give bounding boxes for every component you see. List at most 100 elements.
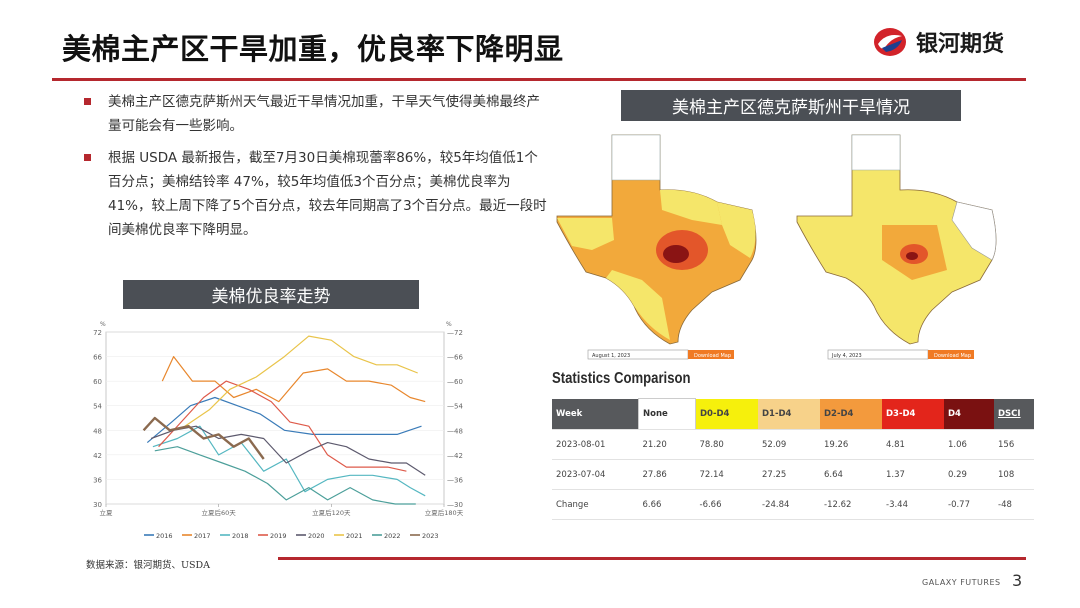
x-tick-label: 立夏后180天 bbox=[425, 508, 464, 517]
cell: 27.25 bbox=[758, 459, 820, 490]
bullet-square-icon bbox=[84, 98, 91, 105]
y-tick-label-right: —36 bbox=[447, 476, 463, 484]
brand-name: 银河期货 bbox=[916, 32, 1005, 57]
stats-table: Week None D0-D4 D1-D4 D2-D4 D3-D4 D4 DSC… bbox=[552, 398, 1034, 520]
bullet-square-icon bbox=[84, 154, 91, 161]
y-tick-label-right: —48 bbox=[447, 427, 463, 435]
bullet-text: 根据 USDA 最新报告，截至7月30日美棉现蕾率86%，较5年均值低1个百分点… bbox=[108, 150, 547, 238]
y-axis-label-right: % bbox=[446, 321, 452, 328]
x-tick-label: 立夏后60天 bbox=[202, 508, 237, 517]
legend-entry: 2020 bbox=[308, 532, 325, 540]
table-row: Change 6.66 -6.66 -24.84 -12.62 -3.44 -0… bbox=[552, 489, 1034, 520]
col-d4: D4 bbox=[944, 398, 994, 430]
legend-entry: 2017 bbox=[194, 532, 211, 540]
line-chart-svg: 30 —30 36 —36 42 —42 48 —48 54 —54 60 —60 66 —66 72 —72… bbox=[93, 321, 464, 540]
cell: -0.77 bbox=[944, 489, 994, 520]
cell: 2023-08-01 bbox=[552, 429, 639, 460]
x-tick-label: 立夏 bbox=[100, 508, 114, 517]
legend-entry: 2023 bbox=[422, 532, 439, 540]
series-line-2021 bbox=[184, 335, 418, 427]
col-d2-d4: D2-D4 bbox=[820, 398, 882, 430]
col-d0-d4: D0-D4 bbox=[695, 398, 758, 430]
cell: 21.20 bbox=[638, 429, 696, 460]
y-tick-label-right: —54 bbox=[447, 403, 463, 411]
col-d3-d4: D3-D4 bbox=[882, 398, 944, 430]
y-tick-label-right: —42 bbox=[447, 452, 463, 460]
series-line-2022 bbox=[154, 446, 416, 505]
col-week: Week bbox=[552, 398, 639, 430]
y-tick-label-right: —66 bbox=[447, 354, 463, 362]
map-header: 美棉主产区德克萨斯州干旱情况 bbox=[621, 90, 961, 121]
map-date-aug[interactable]: August 1, 2023 bbox=[592, 353, 630, 359]
series-line-2020 bbox=[150, 425, 426, 476]
cell: 78.80 bbox=[695, 429, 758, 460]
y-tick-label-left: 66 bbox=[93, 354, 102, 362]
legend-entry: 2018 bbox=[232, 532, 249, 540]
page-title: 美棉主产区干旱加重，优良率下降明显 bbox=[62, 32, 564, 66]
cell: -12.62 bbox=[820, 489, 882, 520]
series-line-2018 bbox=[152, 425, 426, 497]
table-header-row: Week None D0-D4 D1-D4 D2-D4 D3-D4 D4 DSC… bbox=[552, 398, 1034, 430]
series-line-2023 bbox=[142, 416, 265, 460]
col-d1-d4: D1-D4 bbox=[758, 398, 820, 430]
y-tick-label-left: 36 bbox=[93, 476, 102, 484]
cell: 156 bbox=[994, 429, 1034, 460]
table-row: 2023-08-01 21.20 78.80 52.09 19.26 4.81 … bbox=[552, 429, 1034, 460]
cell: Change bbox=[552, 489, 639, 520]
title-divider bbox=[52, 78, 1026, 81]
y-tick-label-right: —30 bbox=[447, 501, 463, 509]
cell: 52.09 bbox=[758, 429, 820, 460]
series-line-2019 bbox=[158, 380, 407, 472]
download-map-button-aug[interactable]: Download Map bbox=[694, 353, 731, 359]
map-date-jul[interactable]: July 4, 2023 bbox=[831, 353, 862, 359]
cell: 27.86 bbox=[638, 459, 696, 490]
cell: 6.66 bbox=[638, 489, 696, 520]
x-tick-label: 立夏后120天 bbox=[312, 508, 351, 517]
page-number: 3 bbox=[1012, 571, 1023, 590]
cell: 2023-07-04 bbox=[552, 459, 639, 490]
stats-title: Statistics Comparison bbox=[552, 370, 691, 387]
legend-entry: 2016 bbox=[156, 532, 173, 540]
chart-header: 美棉优良率走势 bbox=[123, 280, 419, 309]
cell: 4.81 bbox=[882, 429, 944, 460]
y-tick-label-left: 54 bbox=[93, 403, 102, 411]
col-none: None bbox=[638, 398, 696, 430]
download-map-button-jul[interactable]: Download Map bbox=[934, 353, 971, 359]
texas-map-aug bbox=[556, 134, 757, 345]
y-tick-label-left: 30 bbox=[93, 501, 102, 509]
cell: 108 bbox=[994, 459, 1034, 490]
company-logo: 银河期货 bbox=[872, 26, 1004, 58]
legend-entry: 2021 bbox=[346, 532, 363, 540]
bullet-list: 美棉主产区德克萨斯州天气最近干旱情况加重，干旱天气使得美棉最终产量可能会有一些影… bbox=[80, 90, 548, 250]
col-dsci[interactable]: DSCI bbox=[994, 398, 1034, 430]
footer-divider bbox=[278, 557, 1026, 560]
y-axis-label-left: % bbox=[100, 321, 106, 328]
table-row: 2023-07-04 27.86 72.14 27.25 6.64 1.37 0… bbox=[552, 459, 1034, 490]
cell: 72.14 bbox=[695, 459, 758, 490]
texas-drought-maps: August 1, 2023 Download Map July 4, 2023… bbox=[556, 134, 997, 360]
cell: 0.29 bbox=[944, 459, 994, 490]
cell: -24.84 bbox=[758, 489, 820, 520]
bullet-text: 美棉主产区德克萨斯州天气最近干旱情况加重，干旱天气使得美棉最终产量可能会有一些影… bbox=[108, 94, 540, 134]
y-tick-label-left: 72 bbox=[93, 329, 102, 337]
map-controls-aug bbox=[587, 349, 734, 360]
y-tick-label-left: 42 bbox=[93, 452, 102, 460]
cell: -48 bbox=[994, 489, 1034, 520]
texas-map-jul bbox=[796, 134, 997, 345]
series-line-2016 bbox=[146, 396, 422, 444]
cell: 1.06 bbox=[944, 429, 994, 460]
cell: -3.44 bbox=[882, 489, 944, 520]
data-source: 数据来源：银河期货、USDA bbox=[86, 560, 210, 571]
cell: -6.66 bbox=[695, 489, 758, 520]
bullet-item: 根据 USDA 最新报告，截至7月30日美棉现蕾率86%，较5年均值低1个百分点… bbox=[80, 146, 548, 242]
footer-brand: GALAXY FUTURES bbox=[922, 578, 1001, 587]
cell: 6.64 bbox=[820, 459, 882, 490]
y-tick-label-right: —60 bbox=[447, 378, 463, 386]
y-tick-label-left: 48 bbox=[93, 427, 102, 435]
legend-entry: 2019 bbox=[270, 532, 287, 540]
map-controls-jul bbox=[827, 349, 974, 360]
y-tick-label-left: 60 bbox=[93, 378, 102, 386]
cell: 1.37 bbox=[882, 459, 944, 490]
legend-entry: 2022 bbox=[384, 532, 401, 540]
y-tick-label-right: —72 bbox=[447, 329, 463, 337]
